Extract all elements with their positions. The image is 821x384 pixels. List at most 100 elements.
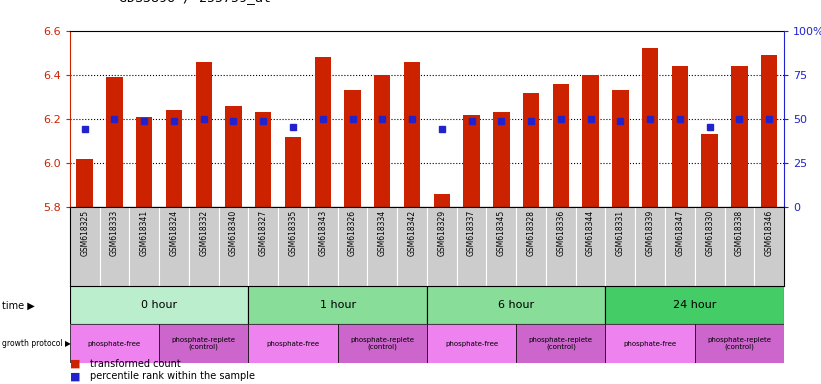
- Text: GSM618331: GSM618331: [616, 210, 625, 256]
- Text: GSM618326: GSM618326: [348, 210, 357, 256]
- Bar: [456, 207, 487, 286]
- Bar: [285, 137, 301, 207]
- Text: phosphate-replete
(control): phosphate-replete (control): [529, 337, 593, 351]
- Text: GSM618340: GSM618340: [229, 210, 238, 256]
- Text: GSM618325: GSM618325: [80, 210, 89, 256]
- Bar: [553, 84, 569, 207]
- Bar: [761, 55, 777, 207]
- Bar: [337, 324, 427, 363]
- Text: GSM618332: GSM618332: [200, 210, 209, 256]
- Bar: [136, 117, 153, 207]
- Bar: [606, 207, 635, 286]
- Text: 6 hour: 6 hour: [498, 300, 534, 310]
- Text: GSM618342: GSM618342: [407, 210, 416, 256]
- Bar: [642, 48, 658, 207]
- Bar: [70, 286, 248, 324]
- Bar: [70, 324, 159, 363]
- Bar: [248, 324, 337, 363]
- Bar: [635, 207, 665, 286]
- Text: GDS3896 / 255759_at: GDS3896 / 255759_at: [119, 0, 271, 4]
- Bar: [195, 61, 212, 207]
- Bar: [225, 106, 241, 207]
- Bar: [248, 207, 278, 286]
- Text: ■: ■: [70, 371, 80, 381]
- Bar: [463, 114, 479, 207]
- Bar: [672, 66, 688, 207]
- Text: GSM618341: GSM618341: [140, 210, 149, 256]
- Bar: [546, 207, 576, 286]
- Bar: [337, 207, 368, 286]
- Text: time ▶: time ▶: [2, 300, 34, 310]
- Text: percentile rank within the sample: percentile rank within the sample: [90, 371, 255, 381]
- Text: phosphate-replete
(control): phosphate-replete (control): [708, 337, 772, 351]
- Text: GSM618339: GSM618339: [645, 210, 654, 256]
- Bar: [516, 207, 546, 286]
- Bar: [248, 286, 427, 324]
- Text: GSM618324: GSM618324: [169, 210, 178, 256]
- Bar: [404, 61, 420, 207]
- Bar: [374, 75, 391, 207]
- Text: GSM618338: GSM618338: [735, 210, 744, 256]
- Text: GSM618343: GSM618343: [319, 210, 328, 256]
- Text: GSM618335: GSM618335: [288, 210, 297, 256]
- Text: GSM618334: GSM618334: [378, 210, 387, 256]
- Bar: [433, 194, 450, 207]
- Bar: [344, 90, 360, 207]
- Bar: [397, 207, 427, 286]
- Bar: [314, 57, 331, 207]
- Bar: [695, 324, 784, 363]
- Text: GSM618336: GSM618336: [557, 210, 566, 256]
- Text: GSM618330: GSM618330: [705, 210, 714, 256]
- Text: 24 hour: 24 hour: [673, 300, 717, 310]
- Bar: [159, 324, 248, 363]
- Bar: [427, 207, 456, 286]
- Bar: [606, 324, 695, 363]
- Bar: [427, 324, 516, 363]
- Text: phosphate-free: phosphate-free: [88, 341, 141, 347]
- Bar: [76, 159, 93, 207]
- Text: 0 hour: 0 hour: [141, 300, 177, 310]
- Bar: [368, 207, 397, 286]
- Bar: [695, 207, 724, 286]
- Bar: [166, 110, 182, 207]
- Bar: [606, 286, 784, 324]
- Text: GSM618333: GSM618333: [110, 210, 119, 256]
- Bar: [189, 207, 218, 286]
- Bar: [493, 113, 510, 207]
- Bar: [612, 90, 629, 207]
- Text: phosphate-free: phosphate-free: [624, 341, 677, 347]
- Bar: [70, 207, 99, 286]
- Bar: [278, 207, 308, 286]
- Text: growth protocol ▶: growth protocol ▶: [2, 339, 71, 348]
- Text: GSM618347: GSM618347: [676, 210, 685, 256]
- Text: transformed count: transformed count: [90, 359, 181, 369]
- Text: phosphate-replete
(control): phosphate-replete (control): [351, 337, 415, 351]
- Text: 1 hour: 1 hour: [319, 300, 355, 310]
- Bar: [582, 75, 599, 207]
- Bar: [724, 207, 754, 286]
- Text: GSM618329: GSM618329: [438, 210, 447, 256]
- Text: GSM618327: GSM618327: [259, 210, 268, 256]
- Text: GSM618345: GSM618345: [497, 210, 506, 256]
- Bar: [308, 207, 337, 286]
- Bar: [99, 207, 130, 286]
- Text: GSM618337: GSM618337: [467, 210, 476, 256]
- Text: ■: ■: [70, 359, 80, 369]
- Bar: [427, 286, 606, 324]
- Bar: [487, 207, 516, 286]
- Bar: [665, 207, 695, 286]
- Bar: [754, 207, 784, 286]
- Bar: [701, 134, 718, 207]
- Text: GSM618346: GSM618346: [764, 210, 773, 256]
- Text: phosphate-replete
(control): phosphate-replete (control): [172, 337, 236, 351]
- Bar: [516, 324, 606, 363]
- Bar: [732, 66, 748, 207]
- Text: phosphate-free: phosphate-free: [267, 341, 319, 347]
- Bar: [255, 113, 272, 207]
- Text: GSM618328: GSM618328: [526, 210, 535, 256]
- Text: phosphate-free: phosphate-free: [445, 341, 498, 347]
- Text: GSM618344: GSM618344: [586, 210, 595, 256]
- Bar: [159, 207, 189, 286]
- Bar: [106, 77, 122, 207]
- Bar: [218, 207, 248, 286]
